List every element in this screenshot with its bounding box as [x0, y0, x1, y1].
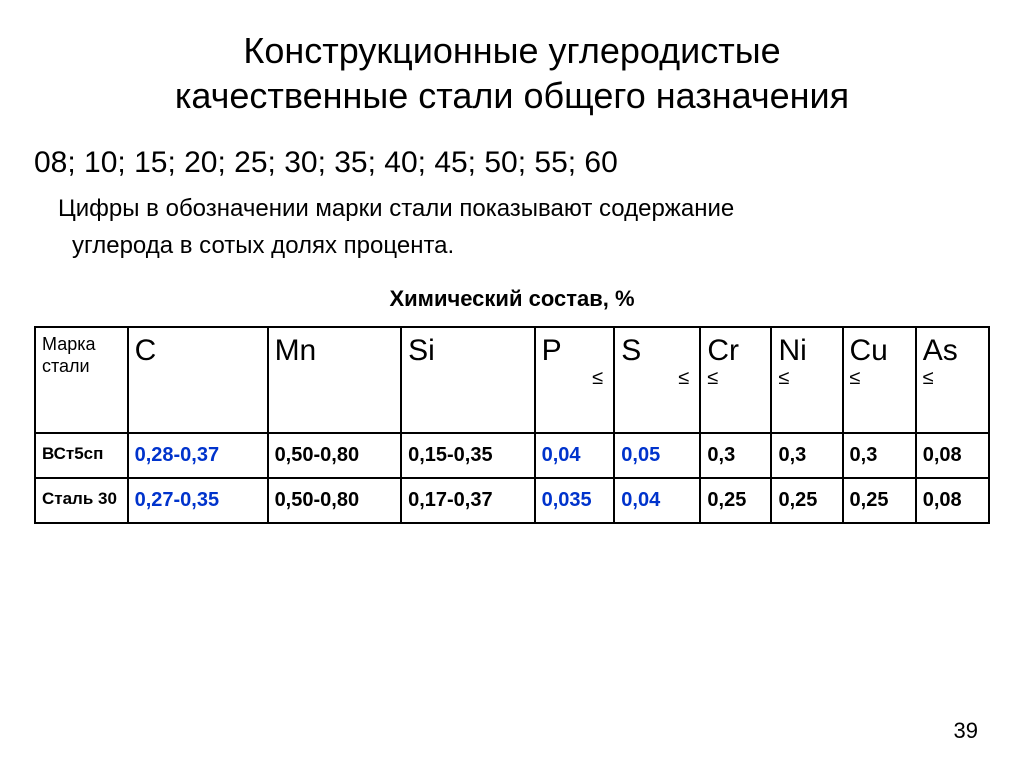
- cell-as: 0,08: [916, 478, 989, 523]
- col-header-s-sym: S: [621, 334, 641, 367]
- note-text: Цифры в обозначении марки стали показыва…: [0, 180, 1024, 264]
- table-header-row: Марка стали C Mn Si P ≤ S ≤: [35, 327, 989, 433]
- table-row: Сталь 30 0,27-0,35 0,50-0,80 0,17-0,37 0…: [35, 478, 989, 523]
- col-header-si: Si: [401, 327, 535, 433]
- cell-as: 0,08: [916, 433, 989, 478]
- steel-grades-line: 08; 10; 15; 20; 25; 30; 35; 40; 45; 50; …: [0, 118, 1024, 180]
- col-header-ni-sym: Ni: [778, 334, 806, 367]
- cell-p: 0,035: [535, 478, 615, 523]
- cell-cu: 0,3: [843, 433, 916, 478]
- col-header-c-sym: C: [135, 334, 157, 367]
- col-header-cr-le: ≤: [707, 367, 766, 390]
- slide: Конструкционные углеродистые качественны…: [0, 0, 1024, 768]
- note-line-1: Цифры в обозначении марки стали показыва…: [58, 195, 734, 222]
- row-label: ВСт5сп: [35, 433, 128, 478]
- cell-s: 0,05: [614, 433, 700, 478]
- title-line-2: качественные стали общего назначения: [175, 75, 849, 116]
- cell-cr: 0,3: [700, 433, 771, 478]
- col-header-mn-sym: Mn: [275, 334, 317, 367]
- col-header-c: C: [128, 327, 268, 433]
- col-header-grade: Марка стали: [35, 327, 128, 433]
- cell-c: 0,28-0,37: [128, 433, 268, 478]
- chemical-composition-table: Марка стали C Mn Si P ≤ S ≤: [34, 326, 990, 524]
- col-header-cr-sym: Cr: [707, 334, 739, 367]
- col-header-p-sym: P: [542, 334, 562, 367]
- cell-mn: 0,50-0,80: [268, 433, 402, 478]
- cell-s: 0,04: [614, 478, 700, 523]
- col-header-mn: Mn: [268, 327, 402, 433]
- cell-cr: 0,25: [700, 478, 771, 523]
- cell-c: 0,27-0,35: [128, 478, 268, 523]
- row-label: Сталь 30: [35, 478, 128, 523]
- cell-cu: 0,25: [843, 478, 916, 523]
- table-caption: Химический состав, %: [0, 264, 1024, 312]
- col-header-grade-l1: Марка: [42, 334, 96, 354]
- col-header-cu-le: ≤: [850, 367, 911, 390]
- col-header-cr: Cr ≤: [700, 327, 771, 433]
- cell-si: 0,15-0,35: [401, 433, 535, 478]
- col-header-as-sym: As: [923, 334, 958, 367]
- col-header-p: P ≤: [535, 327, 615, 433]
- note-line-2: углерода в сотых долях процента.: [58, 227, 964, 264]
- title-line-1: Конструкционные углеродистые: [243, 30, 780, 71]
- col-header-grade-l2: стали: [42, 356, 90, 376]
- col-header-ni-le: ≤: [778, 367, 837, 390]
- col-header-as-le: ≤: [923, 367, 984, 390]
- cell-ni: 0,25: [771, 478, 842, 523]
- col-header-si-sym: Si: [408, 334, 435, 367]
- cell-mn: 0,50-0,80: [268, 478, 402, 523]
- col-header-p-le: ≤: [542, 367, 610, 390]
- col-header-cu: Cu ≤: [843, 327, 916, 433]
- col-header-cu-sym: Cu: [850, 334, 888, 367]
- col-header-ni: Ni ≤: [771, 327, 842, 433]
- cell-ni: 0,3: [771, 433, 842, 478]
- page-number: 39: [954, 718, 978, 744]
- cell-p: 0,04: [535, 433, 615, 478]
- table-row: ВСт5сп 0,28-0,37 0,50-0,80 0,15-0,35 0,0…: [35, 433, 989, 478]
- col-header-as: As ≤: [916, 327, 989, 433]
- col-header-s-le: ≤: [621, 367, 695, 390]
- slide-title: Конструкционные углеродистые качественны…: [0, 0, 1024, 118]
- cell-si: 0,17-0,37: [401, 478, 535, 523]
- col-header-s: S ≤: [614, 327, 700, 433]
